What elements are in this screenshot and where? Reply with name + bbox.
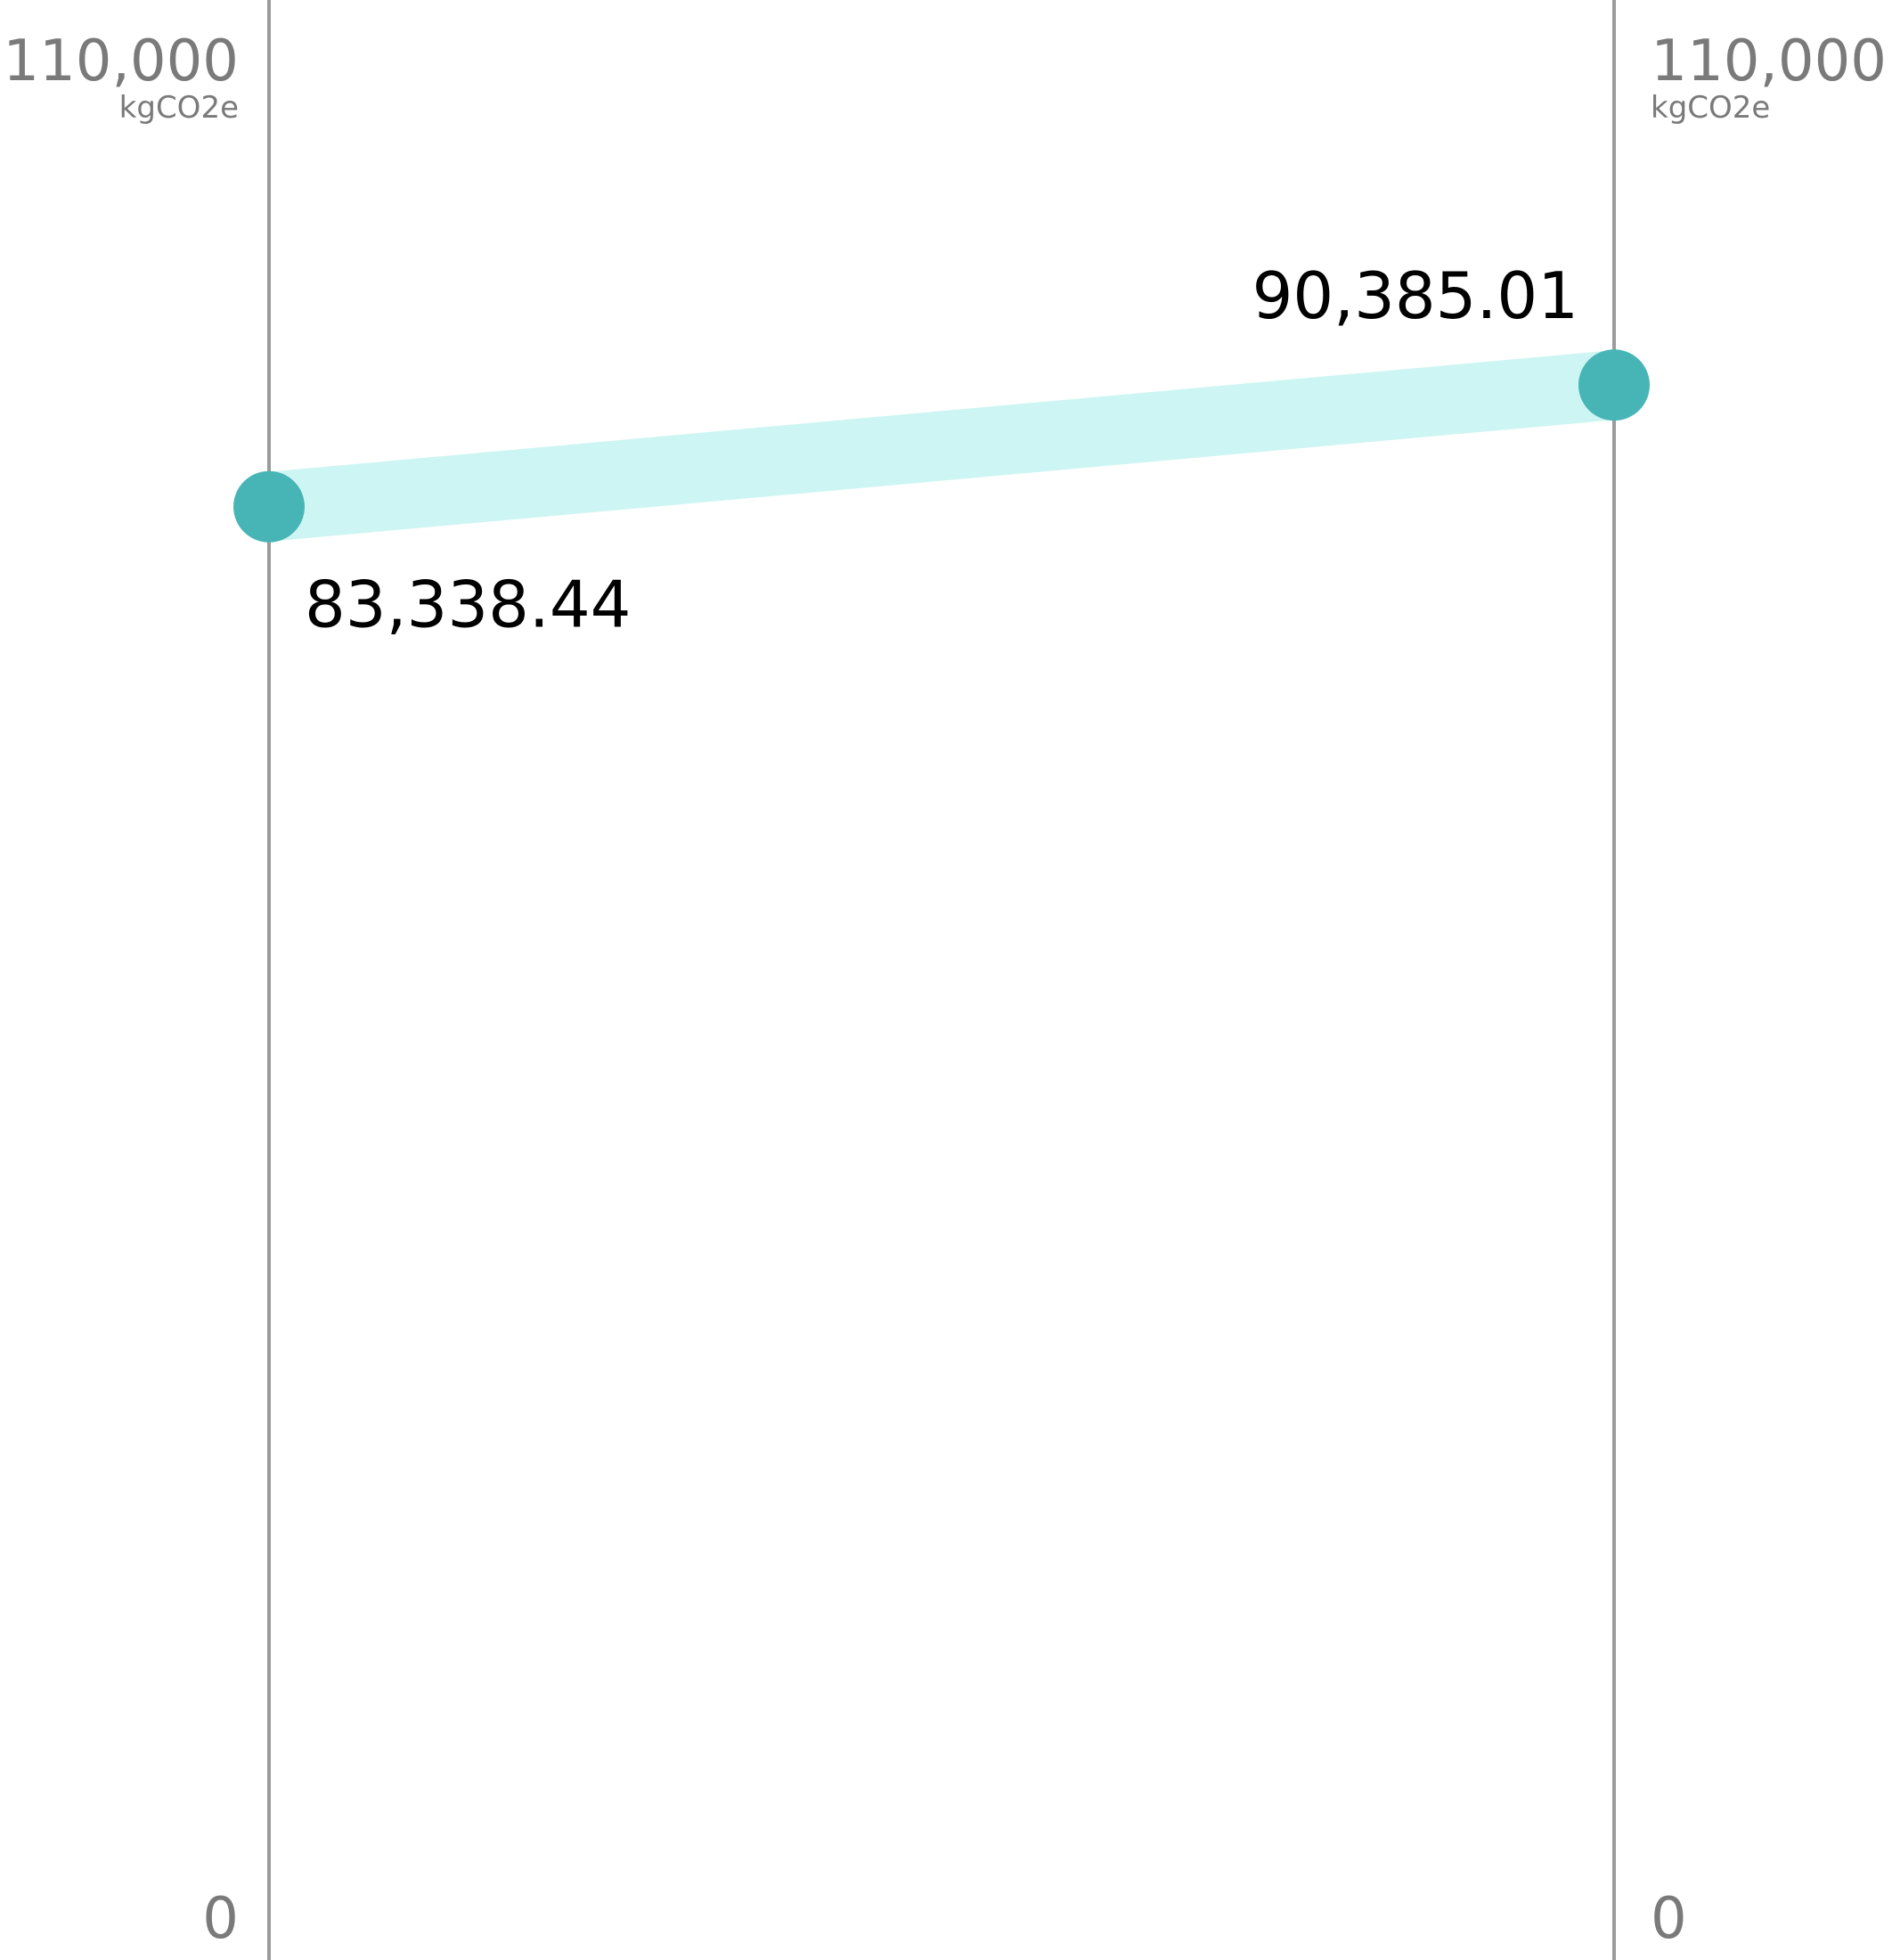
value-label-end: 90,385.01 <box>1252 258 1578 333</box>
right-axis-min-label: 0 <box>1651 1886 1687 1952</box>
data-point-start[interactable] <box>233 470 305 543</box>
data-point-end[interactable] <box>1578 349 1650 421</box>
value-label-start: 83,338.44 <box>305 568 631 642</box>
right-axis-unit-label: kgCO2e <box>1651 90 1770 126</box>
series-connector-band <box>265 350 1618 542</box>
left-axis-unit-label: kgCO2e <box>119 90 239 126</box>
left-axis-min-label: 0 <box>202 1886 239 1952</box>
right-axis-max-label: 110,000 <box>1651 29 1887 94</box>
left-axis-max-label: 110,000 <box>3 29 239 94</box>
